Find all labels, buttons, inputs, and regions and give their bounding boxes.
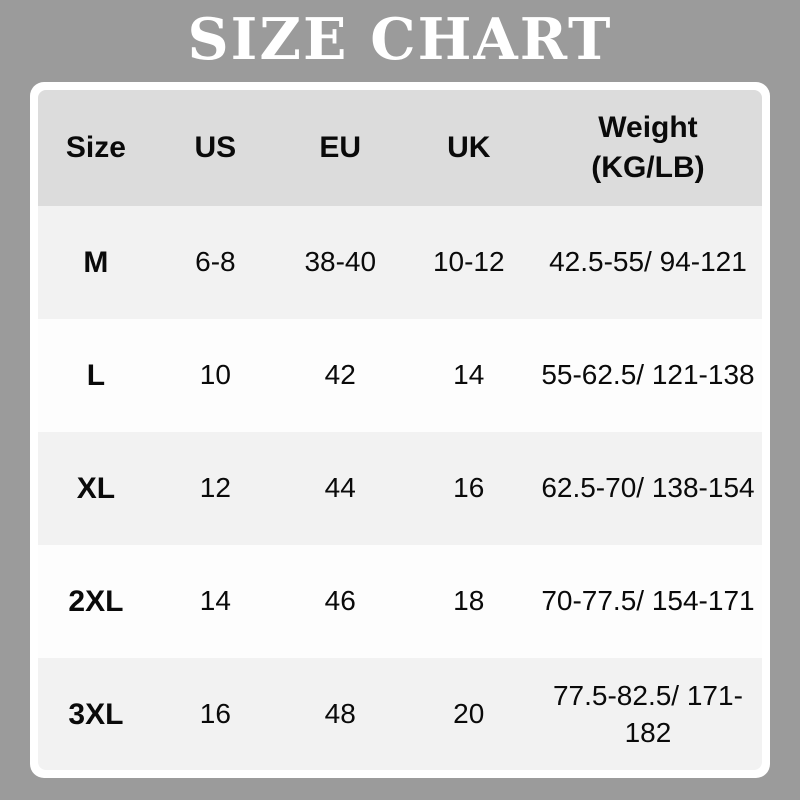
cell-us: 10 bbox=[199, 359, 231, 391]
cell-us: 12 bbox=[199, 472, 231, 504]
cell-size: L bbox=[86, 358, 106, 392]
cell-weight: 42.5-55/ 94-121 bbox=[549, 246, 747, 278]
column-header-us: US bbox=[194, 130, 237, 164]
cell-size: 2XL bbox=[68, 584, 124, 618]
cell-eu: 42 bbox=[324, 359, 356, 391]
cell-us: 16 bbox=[199, 698, 231, 730]
cell-eu: 46 bbox=[324, 585, 356, 617]
cell-us: 6-8 bbox=[195, 246, 236, 278]
table-row-2xl: 2XL 14 46 18 70-77.5/ 154-171 bbox=[38, 545, 762, 658]
cell-weight: 77.5-82.5/ 171-182 bbox=[552, 680, 743, 748]
cell-weight: 55-62.5/ 121-138 bbox=[541, 359, 755, 391]
table-row-xl: XL 12 44 16 62.5-70/ 138-154 bbox=[38, 432, 762, 545]
column-header-size: Size bbox=[65, 130, 126, 164]
cell-uk: 18 bbox=[453, 585, 485, 617]
cell-uk: 16 bbox=[453, 472, 485, 504]
column-header-uk: UK bbox=[447, 130, 491, 164]
table-row-l: L 10 42 14 55-62.5/ 121-138 bbox=[38, 319, 762, 432]
cell-uk: 10-12 bbox=[432, 246, 505, 278]
table-header-row: Size US EU UK Weight (KG/LB) bbox=[38, 90, 762, 206]
size-chart-table: Size US EU UK Weight (KG/LB) M 6-8 38-40… bbox=[38, 90, 762, 770]
size-chart-frame: Size US EU UK Weight (KG/LB) M 6-8 38-40… bbox=[30, 82, 770, 778]
cell-uk: 20 bbox=[453, 698, 485, 730]
cell-us: 14 bbox=[199, 585, 231, 617]
table-row-3xl: 3XL 16 48 20 77.5-82.5/ 171-182 bbox=[38, 658, 762, 770]
cell-uk: 14 bbox=[453, 359, 485, 391]
cell-eu: 44 bbox=[324, 472, 356, 504]
cell-eu: 48 bbox=[324, 698, 356, 730]
cell-size: 3XL bbox=[68, 697, 124, 731]
column-header-eu: EU bbox=[319, 130, 362, 164]
column-header-weight: Weight (KG/LB) bbox=[591, 110, 705, 185]
cell-weight: 70-77.5/ 154-171 bbox=[541, 585, 755, 617]
page-title: SIZE CHART bbox=[187, 6, 613, 73]
cell-size: XL bbox=[76, 471, 116, 505]
size-chart-table-container: Size US EU UK Weight (KG/LB) M 6-8 38-40… bbox=[38, 90, 762, 770]
cell-weight: 62.5-70/ 138-154 bbox=[541, 472, 755, 504]
cell-eu: 38-40 bbox=[304, 246, 377, 278]
table-row-m: M 6-8 38-40 10-12 42.5-55/ 94-121 bbox=[38, 206, 762, 319]
cell-size: M bbox=[83, 245, 109, 279]
